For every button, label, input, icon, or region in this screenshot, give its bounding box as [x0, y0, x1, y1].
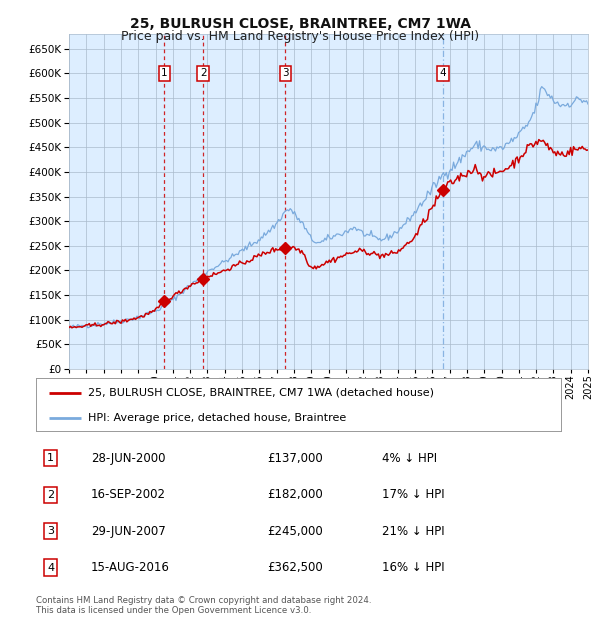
Text: £137,000: £137,000	[267, 452, 323, 465]
Text: £362,500: £362,500	[267, 561, 323, 574]
Text: 2: 2	[47, 490, 54, 500]
Text: 16-SEP-2002: 16-SEP-2002	[91, 488, 166, 501]
Text: 3: 3	[282, 68, 289, 79]
Text: 25, BULRUSH CLOSE, BRAINTREE, CM7 1WA: 25, BULRUSH CLOSE, BRAINTREE, CM7 1WA	[130, 17, 470, 31]
Text: £182,000: £182,000	[267, 488, 323, 501]
Text: £245,000: £245,000	[267, 525, 323, 538]
Text: HPI: Average price, detached house, Braintree: HPI: Average price, detached house, Brai…	[89, 413, 347, 423]
Text: Contains HM Land Registry data © Crown copyright and database right 2024.
This d: Contains HM Land Registry data © Crown c…	[36, 596, 371, 615]
Text: 4% ↓ HPI: 4% ↓ HPI	[383, 452, 437, 465]
Text: 1: 1	[47, 453, 54, 463]
Text: 29-JUN-2007: 29-JUN-2007	[91, 525, 166, 538]
Text: Price paid vs. HM Land Registry's House Price Index (HPI): Price paid vs. HM Land Registry's House …	[121, 30, 479, 43]
Text: 17% ↓ HPI: 17% ↓ HPI	[383, 488, 445, 501]
Text: 1: 1	[161, 68, 167, 79]
Text: 4: 4	[440, 68, 446, 79]
Text: 15-AUG-2016: 15-AUG-2016	[91, 561, 170, 574]
Text: 2: 2	[200, 68, 206, 79]
Text: 21% ↓ HPI: 21% ↓ HPI	[383, 525, 445, 538]
Text: 16% ↓ HPI: 16% ↓ HPI	[383, 561, 445, 574]
Text: 3: 3	[47, 526, 54, 536]
Text: 28-JUN-2000: 28-JUN-2000	[91, 452, 166, 465]
Text: 25, BULRUSH CLOSE, BRAINTREE, CM7 1WA (detached house): 25, BULRUSH CLOSE, BRAINTREE, CM7 1WA (d…	[89, 388, 434, 398]
Text: 4: 4	[47, 562, 54, 572]
